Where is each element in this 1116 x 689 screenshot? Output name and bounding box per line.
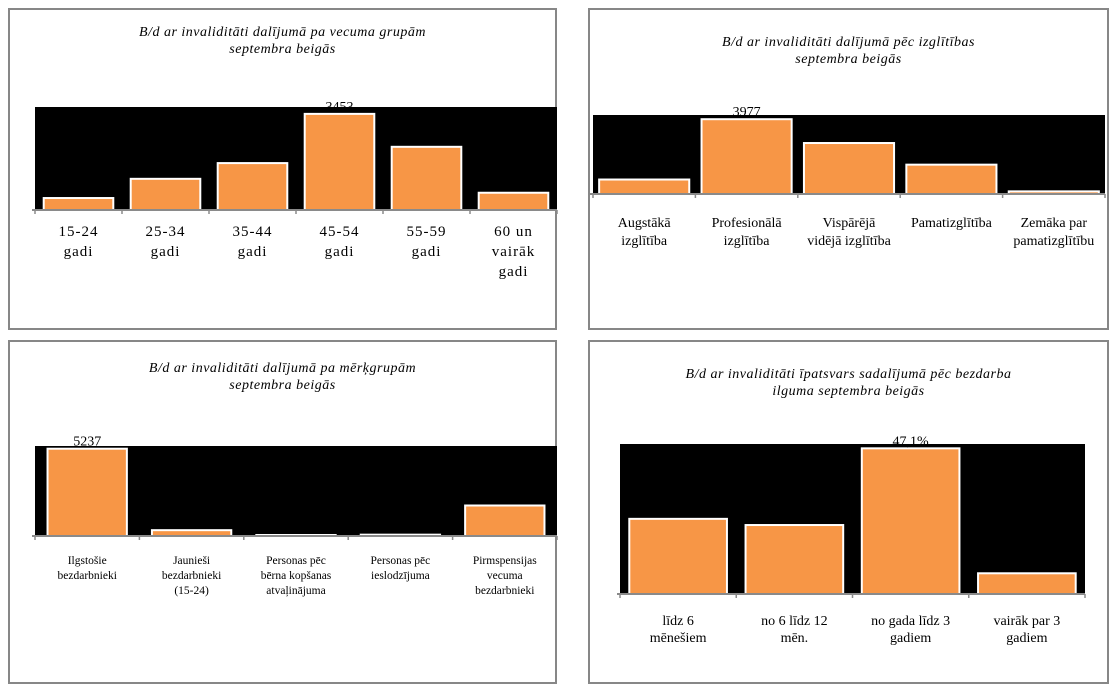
category-label-age-6: 60 un vairāk gadi — [492, 224, 535, 280]
category-label-target-1: Ilgstošie bezdarbnieki — [58, 555, 117, 582]
category-label-duration-1: līdz 6 mēnešiem — [650, 614, 707, 646]
category-label-education-4: Pamatizglītība — [911, 216, 993, 231]
category-label-education-2: Profesionālā izglītība — [712, 216, 783, 249]
chart-title-age-groups: B/d ar invaliditāti dalījumā pa vecuma g… — [139, 25, 426, 57]
data-label-age: 3453 — [326, 100, 354, 115]
category-label-target-5: Pirmspensijas vecuma bezdarbnieki — [473, 555, 537, 597]
category-label-duration-2: no 6 līdz 12 mēn. — [761, 614, 828, 646]
bar-education-2 — [700, 118, 793, 195]
bar-age-2 — [129, 177, 202, 212]
category-label-target-4: Personas pēc ieslodzījuma — [371, 555, 431, 582]
category-label-duration-4: vairāk par 3 gadiem — [993, 614, 1060, 646]
data-label-education: 3977 — [733, 105, 761, 120]
category-label-age-3: 35-44 gadi — [233, 224, 273, 260]
bar-duration-1 — [628, 517, 728, 595]
bar-duration-4 — [977, 572, 1077, 595]
data-label-duration: 47,1% — [893, 434, 930, 449]
chart-title-target-groups: B/d ar invaliditāti dalījumā pa mērķgrup… — [148, 361, 417, 393]
category-label-education-1: Augstākā izglītība — [618, 216, 672, 249]
bar-age-3 — [216, 162, 289, 212]
bar-target-1 — [46, 447, 128, 538]
category-label-age-1: 15-24 gadi — [59, 224, 99, 260]
category-label-target-3: Personas pēc bērna kopšanas atvaļinājuma — [261, 555, 332, 597]
category-label-target-2: Jaunieši bezdarbnieki (15-24) — [162, 555, 221, 597]
chart-title-education: B/d ar invaliditāti dalījumā pēc izglītī… — [722, 35, 975, 67]
data-label-target: 5237 — [73, 435, 101, 450]
plot-area — [35, 107, 557, 210]
category-label-age-5: 55-59 gadi — [407, 224, 447, 260]
chart-title-duration: B/d ar invaliditāti īpatsvars sadalījumā… — [685, 367, 1012, 399]
category-label-duration-3: no gada līdz 3 gadiem — [871, 614, 950, 646]
bar-age-4 — [303, 112, 376, 211]
category-label-age-2: 25-34 gadi — [146, 224, 186, 260]
category-label-age-4: 45-54 gadi — [320, 224, 360, 260]
category-label-education-5: Zemāka par pamatizglītību — [1013, 216, 1094, 249]
bar-duration-2 — [744, 524, 845, 596]
bar-education-3 — [802, 142, 896, 195]
bar-duration-3 — [860, 447, 961, 595]
category-label-education-3: Vispārējā vidējā izglītība — [807, 216, 891, 249]
